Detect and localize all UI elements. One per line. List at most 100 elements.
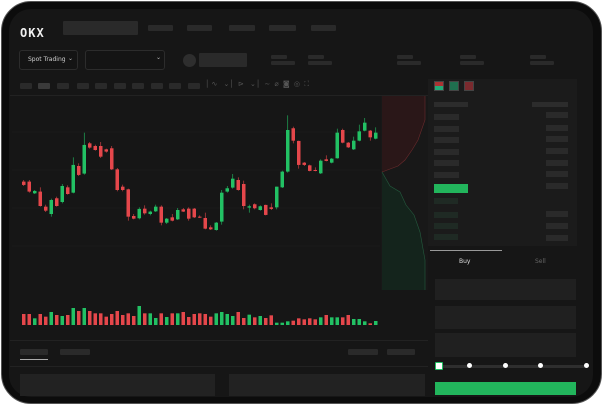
book-both-icon[interactable] — [434, 81, 444, 91]
slider-stop-50[interactable] — [503, 363, 508, 368]
interval-3[interactable] — [57, 83, 69, 89]
candle-body — [38, 191, 42, 206]
candle-body — [115, 169, 119, 190]
volume-bar — [170, 313, 174, 325]
candle-body — [324, 159, 328, 161]
volume-bar — [253, 317, 257, 325]
candle-body — [165, 218, 169, 223]
buy-button[interactable] — [435, 382, 576, 395]
slider-stop-25[interactable] — [467, 363, 472, 368]
amount-input[interactable] — [435, 306, 576, 329]
candle-body — [330, 158, 334, 163]
candle-body — [148, 211, 152, 214]
slider-stop-100[interactable] — [584, 363, 589, 368]
ruler-icon[interactable]: ⌀ — [274, 80, 279, 88]
camera-icon[interactable]: ◙ — [282, 80, 290, 88]
indicator-icon[interactable]: │ ∿ — [205, 80, 218, 88]
line-tool-icon[interactable]: ∼ — [264, 80, 271, 88]
price-input[interactable] — [435, 279, 576, 300]
settings-icon[interactable]: ◎ — [293, 80, 301, 88]
volume-bar — [231, 316, 235, 325]
ask-price — [434, 149, 459, 155]
volume-bar — [302, 319, 306, 325]
ask-price — [434, 160, 459, 166]
volume-bar — [154, 318, 158, 325]
candle-body — [132, 216, 136, 219]
volume-bar — [49, 312, 53, 325]
filter-button-1[interactable] — [348, 349, 378, 355]
tab-active-underline — [20, 359, 48, 360]
volume-bar — [55, 315, 59, 325]
bid-price — [434, 198, 458, 204]
book-bids-icon[interactable] — [449, 81, 459, 91]
nav-item-4[interactable] — [269, 25, 296, 31]
candle-body — [181, 209, 185, 212]
orderbook-header-amount — [532, 102, 568, 107]
volume-bar — [209, 316, 213, 325]
interval-4[interactable] — [77, 83, 89, 89]
pair-selector[interactable]: ⌄ — [85, 50, 165, 70]
total-input[interactable] — [435, 333, 576, 357]
ask-price — [434, 114, 459, 120]
bid-amount — [546, 235, 568, 241]
nav-item-1[interactable] — [148, 25, 173, 31]
nav-item-2[interactable] — [187, 25, 212, 31]
slider-stop-75[interactable] — [538, 363, 543, 368]
amount-slider[interactable] — [438, 365, 588, 368]
candle-body — [214, 222, 218, 230]
candle-body — [341, 130, 345, 143]
account-placeholder[interactable] — [63, 21, 138, 35]
candle-body — [93, 146, 97, 150]
volume-bar — [60, 316, 64, 325]
fullscreen-icon[interactable]: ⛶ — [304, 80, 310, 88]
candle-body — [258, 206, 262, 210]
interval-1[interactable] — [20, 83, 32, 89]
interval-2[interactable] — [38, 83, 50, 89]
volume-bar — [77, 311, 81, 325]
okx-logo[interactable]: OKX — [20, 22, 60, 39]
volume-bar — [220, 312, 224, 325]
chevron-down-icon[interactable]: ⌄│ — [249, 80, 261, 88]
slider-handle[interactable] — [435, 362, 443, 370]
market-selector[interactable]: Spot Trading ⌄ — [19, 50, 78, 70]
chart-type-icon[interactable]: ⊳ — [237, 80, 244, 88]
candle-body — [170, 217, 174, 221]
assets-panel — [20, 374, 215, 396]
nav-item-3[interactable] — [229, 25, 255, 31]
tab-order-history[interactable] — [60, 349, 90, 355]
filter-button-2[interactable] — [387, 349, 415, 355]
volume-bar — [203, 314, 207, 325]
interval-8[interactable] — [151, 83, 163, 89]
candle-body — [49, 200, 53, 214]
candle-body — [297, 140, 301, 165]
interval-9[interactable] — [169, 83, 181, 89]
tab-sell[interactable]: Sell — [535, 258, 546, 265]
bid-price — [434, 234, 458, 240]
interval-5[interactable] — [95, 83, 107, 89]
tab-open-orders[interactable] — [20, 349, 48, 355]
nav-item-5[interactable] — [311, 25, 336, 31]
volume-bar — [121, 315, 125, 325]
positions-panel — [229, 374, 425, 396]
volume-bar — [286, 321, 290, 325]
interval-7[interactable] — [132, 83, 144, 89]
volume-bar — [110, 314, 114, 325]
volume-bar — [33, 318, 37, 325]
tab-buy[interactable]: Buy — [459, 258, 471, 265]
volume-bar — [280, 322, 284, 325]
volume-bar — [148, 313, 152, 325]
bottom-divider — [10, 340, 428, 341]
chevron-down-icon[interactable]: ⌄│ — [223, 80, 234, 88]
volume-bar — [88, 311, 92, 325]
trade-tab-underline — [430, 250, 502, 251]
candle-body — [269, 207, 273, 209]
book-asks-icon[interactable] — [464, 81, 474, 91]
interval-10[interactable] — [188, 83, 200, 89]
interval-6[interactable] — [114, 83, 126, 89]
candle-body — [176, 210, 180, 220]
ask-price — [434, 172, 459, 178]
volume-bar — [44, 316, 48, 325]
ask-amount — [546, 136, 568, 142]
stat-4-value — [460, 61, 484, 65]
